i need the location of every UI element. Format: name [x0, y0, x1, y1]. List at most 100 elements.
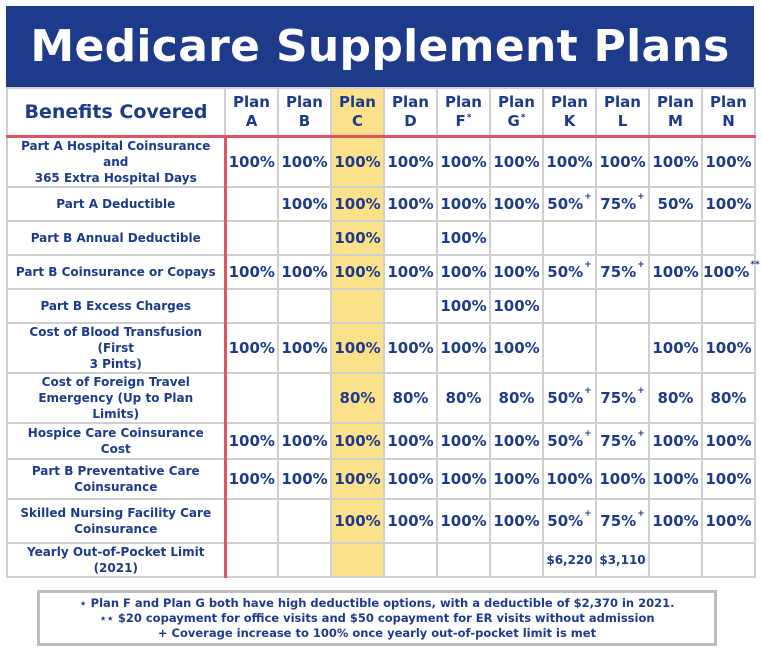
value-cell: 100% [224, 422, 279, 460]
value-cell: 100% [489, 422, 544, 460]
coverage-value: 100% [440, 153, 487, 171]
value-cell [383, 220, 438, 256]
value-cell [330, 288, 385, 324]
coverage-value: 100% [493, 263, 540, 281]
value-cell [489, 220, 544, 256]
value-cell: 100% [277, 135, 332, 188]
value-cell [595, 322, 650, 374]
value-cell: 75%+ [595, 372, 650, 424]
value-cell: 100% [701, 186, 756, 222]
value-cell: 100% [701, 498, 756, 544]
coverage-value: 100% [387, 153, 434, 171]
coverage-value: 100% [652, 339, 699, 357]
plans-table: Benefits Covered Plan A Plan B Plan C Plan D Pla… [6, 87, 760, 578]
value-cell: 100% [648, 422, 703, 460]
benefit-label: Part B Coinsurance or Copays [6, 254, 227, 290]
coverage-value: 80% [392, 389, 429, 407]
value-cell [648, 542, 703, 578]
coverage-value: 100% [652, 512, 699, 530]
benefit-label: Part A Hospital Coinsurance and 365 Extra… [6, 135, 227, 188]
benefit-line: (2021) [93, 561, 138, 575]
benefit-label: Part B Annual Deductible [6, 220, 227, 256]
value-cell: 50%+ [542, 254, 597, 290]
value-cell [277, 498, 332, 544]
value-cell: 100% [436, 422, 491, 460]
table-row: Cost of Foreign Travel Emergency (Up to P… [6, 372, 756, 424]
plan-label: Plan [551, 93, 588, 111]
value-cell [701, 220, 756, 256]
benefit-line: Emergency (Up to Plan Limits) [38, 391, 194, 421]
coverage-value: 100% [440, 470, 487, 488]
coverage-value: 100% [387, 432, 434, 450]
plan-footnote-mark: * [520, 113, 526, 123]
value-cell [224, 186, 279, 222]
value-cell: 100% [330, 422, 385, 460]
value-cell [277, 542, 332, 578]
value-cell: 100% [330, 498, 385, 544]
value-cell [224, 220, 279, 256]
benefit-line: Part B Preventative Care [31, 464, 200, 478]
value-cell: 100% [383, 186, 438, 222]
coverage-value: 100% [705, 432, 752, 450]
value-cell [648, 220, 703, 256]
coverage-value: 100% [281, 263, 328, 281]
coverage-value: 100% [493, 470, 540, 488]
value-cell: 100% [489, 498, 544, 544]
value-cell [224, 288, 279, 324]
coverage-value: 100% [493, 432, 540, 450]
coverage-value: 80% [445, 389, 482, 407]
value-cell: 100% [383, 322, 438, 374]
value-cell: 100% [542, 135, 597, 188]
coverage-value: 100% [493, 339, 540, 357]
coverage-footnote-mark: + [584, 192, 592, 202]
plan-letter: B [298, 112, 311, 130]
coverage-value: 100% [334, 432, 381, 450]
coverage-footnote-mark: + [637, 509, 645, 519]
benefit-line: Coinsurance [74, 522, 158, 536]
benefits-covered-header: Benefits Covered [6, 87, 226, 138]
value-cell: 80% [489, 372, 544, 424]
value-cell: 100% [489, 135, 544, 188]
benefit-line: 3 Pints) [89, 357, 142, 371]
value-cell: 50%+ [542, 372, 597, 424]
header-row: Benefits Covered Plan A Plan B Plan C Plan D Pla… [6, 87, 756, 138]
coverage-value: 100% [228, 153, 275, 171]
value-cell: 100% [383, 135, 438, 188]
value-cell: 100% [277, 186, 332, 222]
value-cell [701, 542, 756, 578]
plan-header-b: Plan B [277, 87, 332, 138]
plan-letter: C [351, 112, 363, 130]
table-row: Hospice Care Coinsurance Cost 100% 100% 100… [6, 422, 756, 460]
value-cell: 100% [383, 458, 438, 500]
coverage-value: 100% [228, 263, 275, 281]
benefit-label: Cost of Foreign Travel Emergency (Up to P… [6, 372, 227, 424]
coverage-value: 100% [334, 195, 381, 213]
value-cell: 100% [436, 322, 491, 374]
coverage-value: 100% [228, 339, 275, 357]
value-cell: 100% [436, 254, 491, 290]
value-cell [224, 542, 279, 578]
plan-letter: G [507, 112, 520, 130]
value-cell [436, 542, 491, 578]
value-cell: 100% [436, 498, 491, 544]
coverage-value: 100% [705, 339, 752, 357]
value-cell: 50% [648, 186, 703, 222]
table-row: Part A Deductible 100% 100% 100% 100% 100% 50%… [6, 186, 756, 222]
benefit-line: Part B Coinsurance or Copays [15, 265, 216, 279]
value-cell: 100% [383, 254, 438, 290]
benefit-line: Hospice Care Coinsurance Cost [27, 426, 204, 456]
coverage-value: 100% [387, 512, 434, 530]
value-cell: 80% [383, 372, 438, 424]
value-cell: 100% [224, 135, 279, 188]
footnote-line: ⋆ Plan F and Plan G both have high deduc… [79, 595, 675, 610]
value-cell: $3,110 [595, 542, 650, 578]
value-cell: 100% [436, 186, 491, 222]
value-cell: 100%** [701, 254, 760, 290]
value-cell: 50%+ [542, 498, 597, 544]
value-cell: 80% [648, 372, 703, 424]
coverage-value: 75% [600, 195, 637, 213]
footnote-line: + Coverage increase to 100% once yearly … [157, 625, 597, 640]
value-cell: 100% [277, 458, 332, 500]
plan-header-a: Plan A [224, 87, 279, 138]
coverage-value: 100% [599, 470, 646, 488]
